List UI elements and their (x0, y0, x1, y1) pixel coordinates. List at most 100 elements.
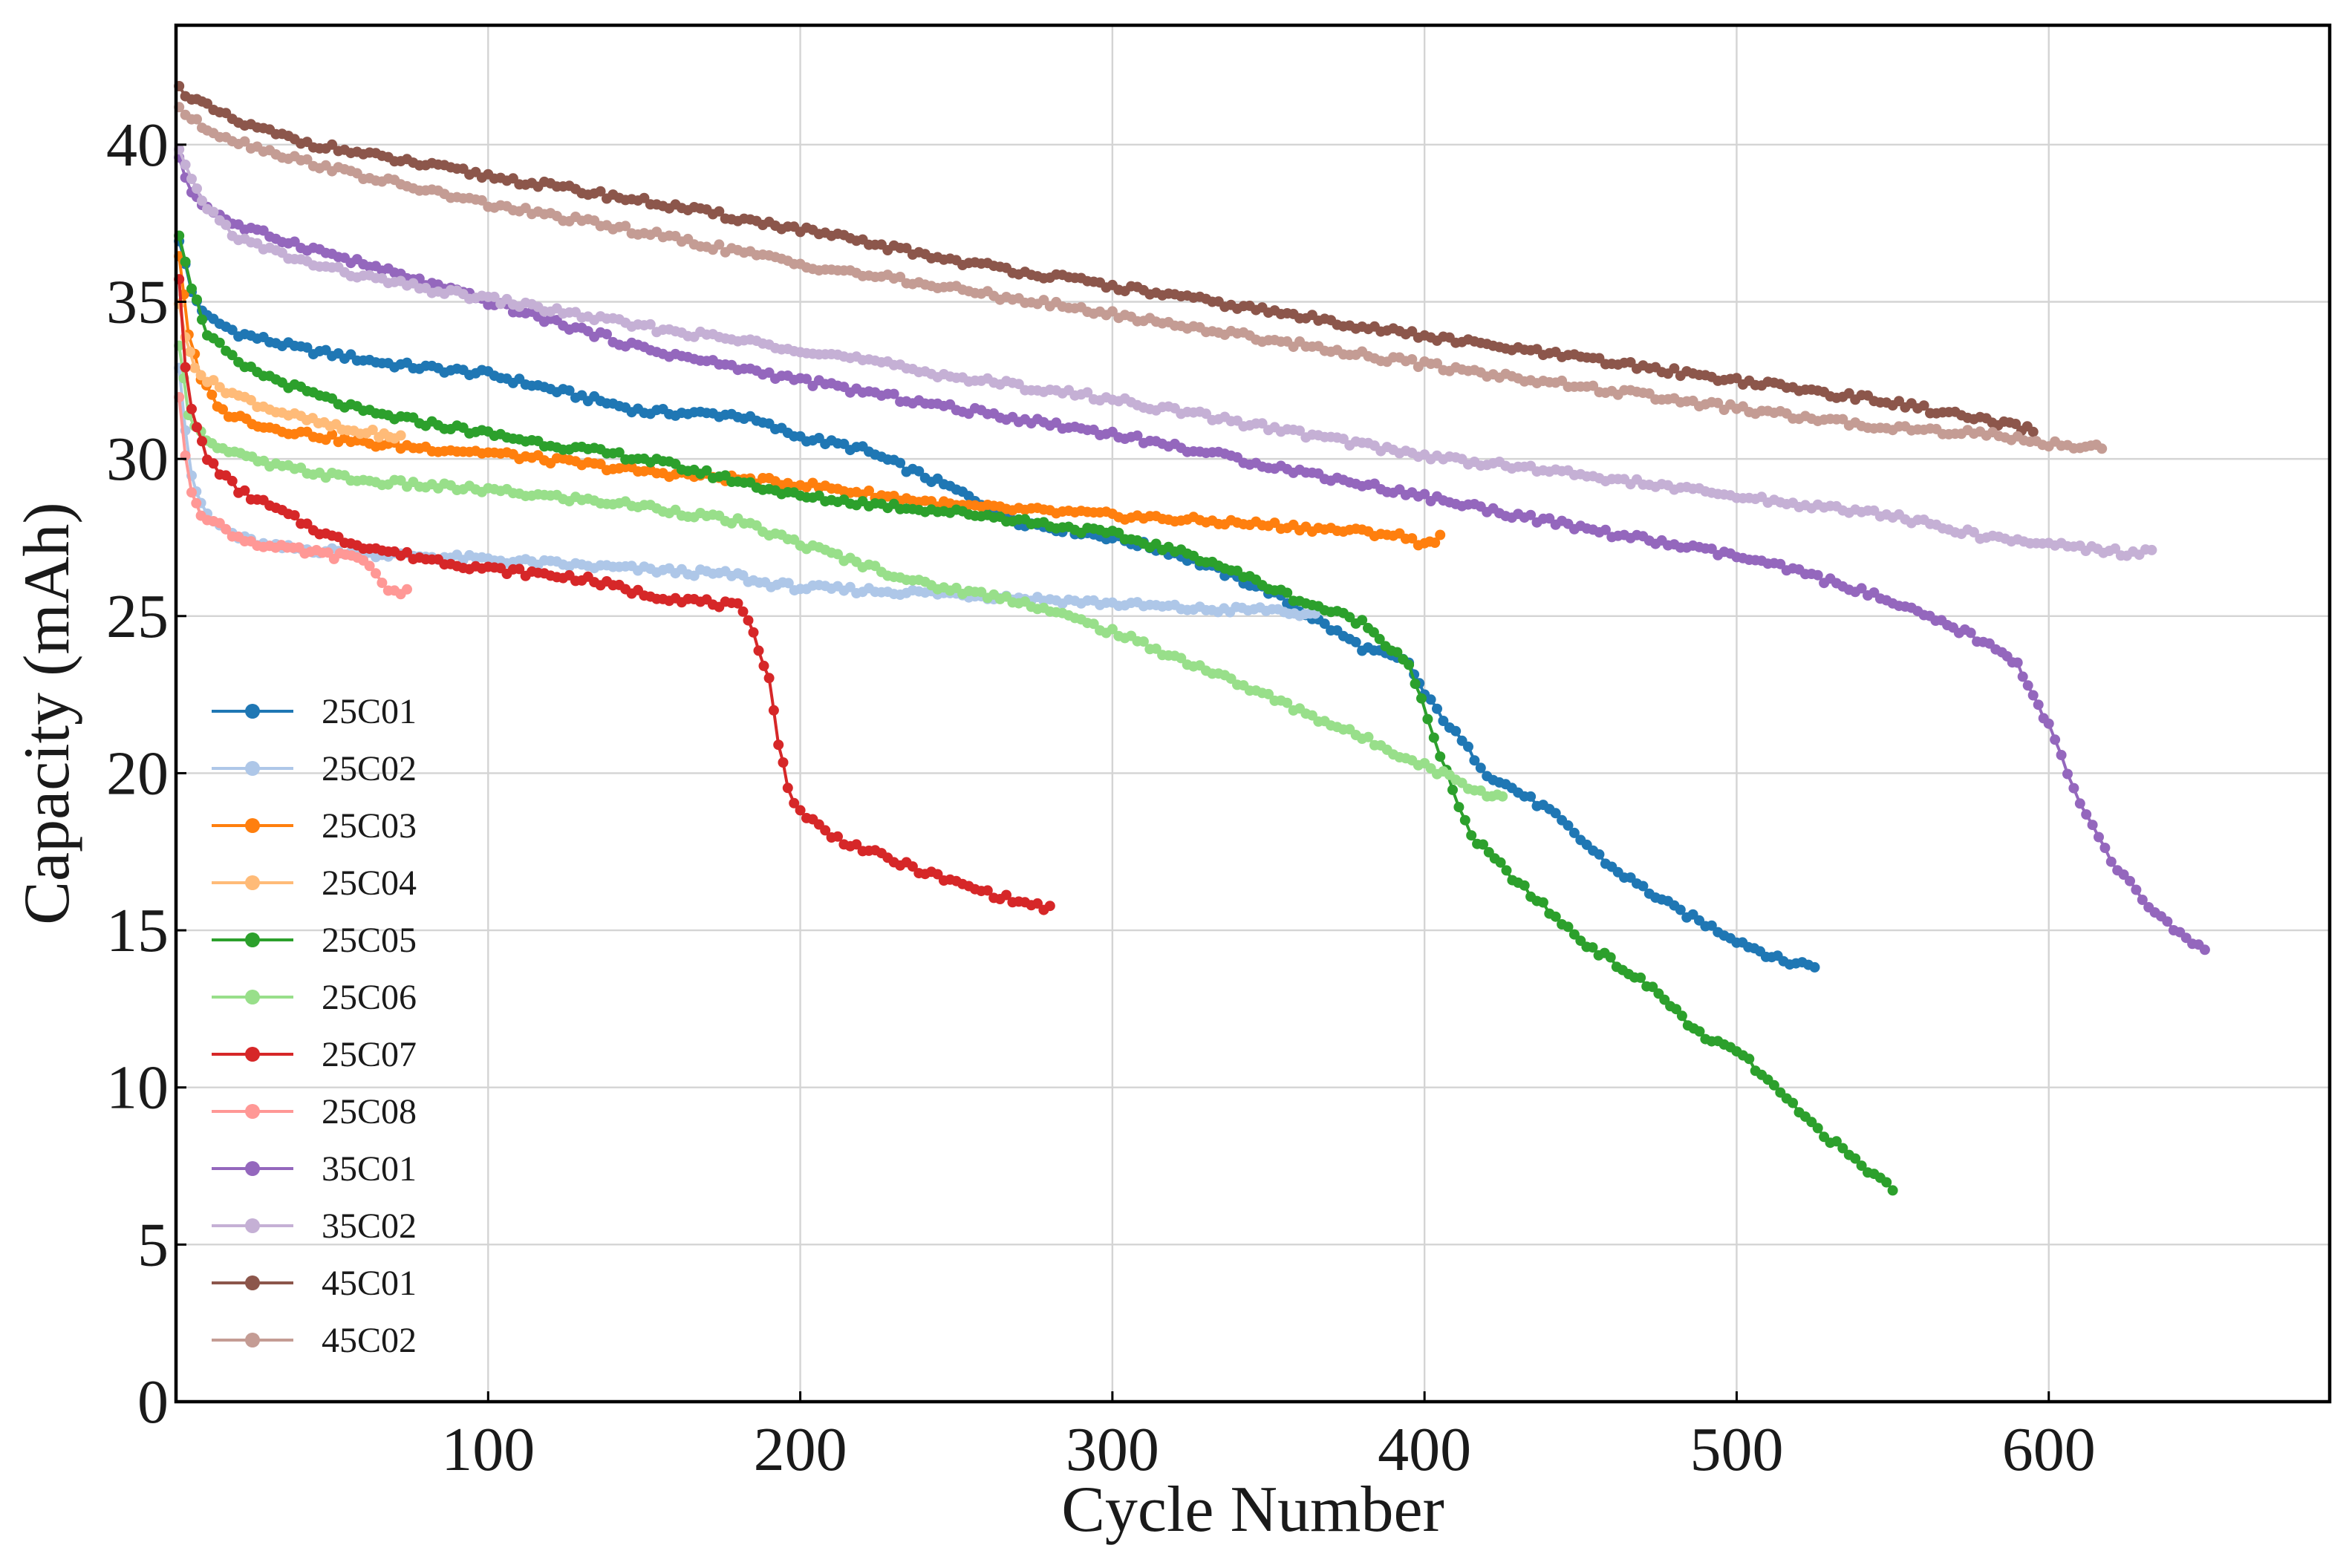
legend-item: 35C01 (212, 1149, 417, 1189)
data-point (2033, 699, 2044, 710)
series-25C07 (174, 274, 1055, 915)
data-point (186, 283, 197, 294)
data-point (1647, 981, 1658, 993)
data-point (227, 475, 238, 486)
legend-item: 45C01 (212, 1264, 417, 1303)
data-point (714, 239, 725, 250)
data-point (1453, 802, 1465, 813)
data-point (2062, 768, 2073, 780)
data-point (895, 272, 906, 282)
data-point (208, 375, 219, 386)
data-point (2050, 734, 2061, 745)
legend-label: 45C01 (322, 1264, 417, 1303)
data-point (2094, 832, 2104, 843)
data-point (1675, 904, 1686, 915)
data-point (753, 645, 764, 656)
data-point (737, 606, 749, 617)
data-point (833, 549, 843, 560)
data-point (1550, 911, 1561, 922)
y-tick-label: 15 (106, 896, 169, 965)
data-point (1435, 529, 1446, 540)
data-point (476, 195, 487, 206)
data-point (2125, 875, 2135, 886)
data-point (1438, 716, 1449, 726)
legend-item: 25C04 (212, 863, 417, 903)
series-35C01 (174, 152, 2210, 956)
data-point (221, 219, 232, 230)
legend-label: 25C04 (322, 863, 417, 903)
data-point (864, 486, 874, 496)
data-point (1419, 489, 1430, 500)
data-point (1812, 1123, 1823, 1134)
data-point (1788, 1097, 1799, 1108)
series-25C05 (174, 230, 1898, 1196)
legend-marker (245, 875, 260, 890)
data-point (932, 869, 943, 880)
data-point (2010, 419, 2021, 429)
data-point (1837, 1143, 1848, 1154)
legend-label: 25C08 (322, 1092, 417, 1131)
data-point (1407, 354, 1418, 365)
data-point (1113, 527, 1124, 538)
data-point (1475, 762, 1486, 774)
data-point (1428, 732, 1439, 743)
data-point (720, 470, 731, 481)
data-point (982, 885, 993, 896)
series-45C01 (174, 81, 2039, 437)
data-point (1466, 830, 1477, 841)
data-point (1831, 1136, 1842, 1147)
data-point (768, 705, 779, 716)
data-point (701, 465, 712, 476)
legend-item: 25C01 (212, 692, 417, 731)
data-point (1600, 524, 1611, 535)
data-point (1425, 694, 1436, 705)
data-point (186, 487, 197, 498)
legend-item: 45C02 (212, 1321, 417, 1360)
legend-label: 25C06 (322, 978, 417, 1017)
data-point (1319, 618, 1330, 630)
data-point (364, 561, 375, 572)
data-point (186, 403, 197, 414)
y-tick-label: 35 (106, 267, 169, 336)
data-point (377, 578, 388, 588)
legend-item: 25C05 (212, 921, 417, 960)
x-tick-label: 500 (1690, 1415, 1783, 1484)
data-point (1669, 363, 1680, 374)
data-point (239, 485, 250, 496)
data-point (214, 337, 225, 348)
data-point (1563, 921, 1574, 932)
data-point (2096, 443, 2108, 454)
data-point (1676, 1010, 1687, 1022)
data-point (2027, 426, 2039, 437)
data-point (1357, 615, 1368, 626)
data-point (1671, 1004, 1681, 1015)
data-point (186, 174, 197, 184)
data-point (1519, 880, 1530, 891)
data-point (1082, 387, 1093, 398)
data-point (2022, 680, 2033, 691)
y-tick-label: 40 (106, 111, 169, 180)
data-point (913, 466, 925, 477)
x-axis-title: Cycle Number (1061, 1474, 1444, 1546)
data-point (778, 757, 789, 768)
legend-label: 25C07 (322, 1035, 417, 1074)
data-point (1713, 397, 1724, 408)
data-point (2118, 869, 2129, 880)
data-point (782, 783, 793, 794)
data-point (1410, 679, 1421, 689)
data-point (1447, 784, 1458, 795)
data-point (1568, 929, 1580, 940)
data-point (371, 568, 381, 579)
series-45C02 (174, 102, 2108, 454)
data-point (184, 346, 195, 357)
data-point (613, 447, 625, 458)
data-point (1594, 849, 1605, 860)
legend-label: 25C03 (322, 806, 417, 846)
data-point (639, 192, 650, 203)
data-point (2043, 718, 2054, 729)
data-point (1432, 358, 1442, 369)
data-point (327, 139, 338, 150)
data-point (1525, 791, 1537, 802)
data-point (1812, 569, 1823, 581)
